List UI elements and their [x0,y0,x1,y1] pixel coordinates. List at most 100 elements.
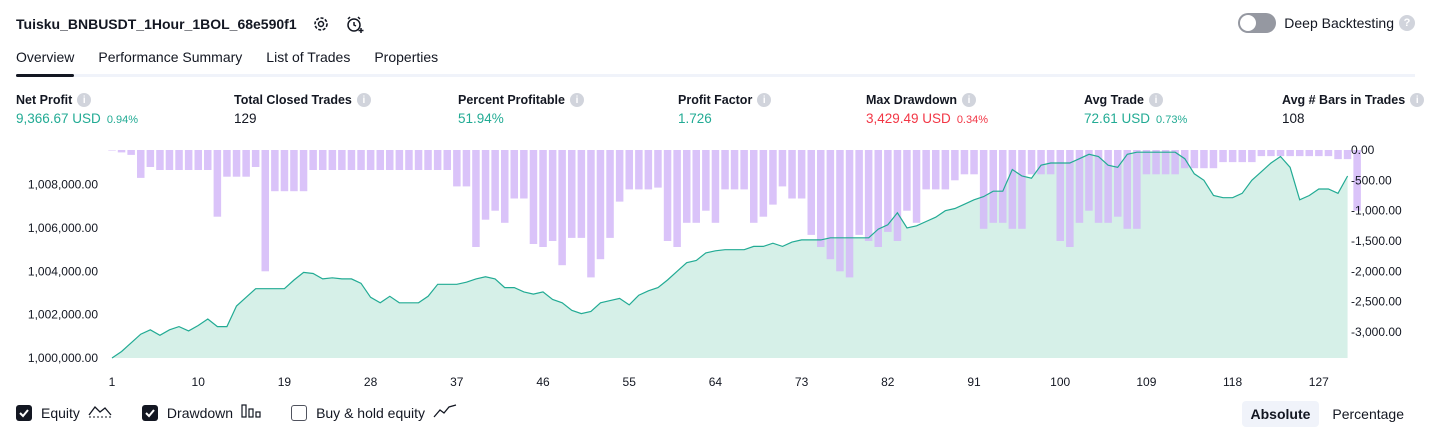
mode-absolute[interactable]: Absolute [1241,401,1320,427]
drawdown-bar [347,150,356,170]
metric-value: 3,429.49 USD [866,111,951,126]
x-tick-label: 19 [278,375,292,389]
drawdown-bar [156,150,164,170]
drawdown-bar [261,150,269,272]
drawdown-bar [893,150,902,241]
x-tick-label: 91 [967,375,981,389]
gear-icon[interactable] [311,14,331,34]
x-tick-label: 82 [881,375,895,389]
y-left-tick-label: 1,008,000.00 [28,178,98,192]
info-icon[interactable]: i [1148,93,1163,107]
drawdown-bar [453,150,461,187]
drawdown-bar [1334,150,1342,160]
drawdown-bar [1200,150,1208,169]
drawdown-bar [1133,150,1141,229]
legend-drawdown[interactable]: Drawdown [141,403,261,422]
drawdown-bar [529,150,538,244]
drawdown-bar [932,150,940,190]
drawdown-bar [280,150,289,192]
drawdown-bar [721,150,729,190]
drawdown-bar [328,150,337,170]
x-tick-label: 37 [450,375,464,389]
buy-hold-checkbox[interactable] [291,404,308,421]
y-right-tick-label: 0.00 [1351,143,1375,157]
drawdown-bar [395,150,404,170]
drawdown-bar [615,150,624,202]
metric-value: 51.94% [458,111,504,126]
drawdown-bar [999,150,1007,223]
drawdown-bar [970,150,978,175]
drawdown-bar [520,150,528,199]
drawdown-bar [1008,150,1017,229]
drawdown-bar [472,150,480,247]
metric-percent: 0.34% [956,114,989,126]
y-right-tick-label: -1,500.00 [1351,234,1402,248]
drawdown-bar [673,150,681,247]
x-tick-label: 46 [536,375,550,389]
deep-backtesting-toggle[interactable] [1238,13,1277,33]
tab-performance-summary[interactable]: Performance Summary [98,49,243,65]
drawdown-bar [137,150,145,178]
legend-label: Buy & hold equity [316,404,426,421]
drawdown-bar [338,150,346,170]
y-right-tick-label: -2,500.00 [1351,295,1402,309]
drawdown-bar [1296,150,1304,157]
drawdown-bar [386,150,394,170]
tab-properties[interactable]: Properties [374,49,439,65]
info-icon[interactable]: i [1410,93,1425,107]
drawdown-bar [1114,150,1122,217]
drawdown-bar [127,150,135,155]
legend-equity[interactable]: Equity [16,403,112,422]
x-tick-label: 109 [1136,375,1156,389]
equity-drawdown-chart[interactable]: 1,000,000.00 1,002,000.00 1,004,000.00 1,00… [0,140,1431,398]
drawdown-bar [108,150,116,151]
deep-backtesting-control: Deep Backtesting ? [1238,13,1415,33]
info-icon[interactable]: i [77,93,92,107]
drawdown-checkbox[interactable] [141,404,158,421]
info-icon[interactable]: i [962,93,976,107]
chart-legend: Equity Drawdown Buy & hold equity [16,403,487,422]
alarm-clock-plus-icon[interactable] [345,14,365,34]
info-icon[interactable]: i [757,93,772,107]
metric-avg-bars-in-trades: Avg # Bars in Trades i 108 [1282,93,1425,126]
metric-label: Avg Trade [1084,93,1144,107]
tab-bar: Overview Performance Summary List of Tra… [16,44,1415,77]
drawdown-bar [750,150,758,223]
metric-net-profit: Net Profit i 9,366.67 USD 0.94% [16,93,138,126]
tab-overview[interactable]: Overview [16,44,75,77]
question-icon[interactable]: ? [1399,15,1415,31]
metric-value: 108 [1282,111,1305,126]
y-right-tick-label: -500.00 [1351,173,1392,187]
drawdown-bar [635,150,643,190]
info-icon[interactable]: i [356,93,371,107]
mode-percentage[interactable]: Percentage [1332,406,1404,422]
legend-label: Drawdown [166,404,234,421]
metric-label: Percent Profitable [458,93,565,107]
drawdown-bar [836,150,844,272]
drawdown-bar [864,150,873,241]
drawdown-bar [146,150,155,167]
drawdown-bar [1286,150,1294,157]
drawdown-bar [1171,150,1179,175]
metric-label: Net Profit [16,93,73,107]
metric-label: Total Closed Trades [234,93,352,107]
y-left-tick-label: 1,004,000.00 [28,264,98,278]
drawdown-bar [366,150,375,170]
equity-checkbox[interactable] [16,404,32,421]
drawdown-bar [232,150,241,177]
metric-avg-trade: Avg Trade i 72.61 USD 0.73% [1084,93,1187,126]
drawdown-bar [1315,150,1323,157]
metric-value: 1.726 [678,111,712,126]
drawdown-bar [1075,150,1084,223]
drawdown-bars-icon [241,403,261,422]
drawdown-bar [922,150,930,190]
drawdown-bar [1056,150,1064,241]
drawdown-bar [299,150,308,192]
drawdown-bar [175,150,183,170]
drawdown-bar [1094,150,1103,223]
drawdown-bar [1018,150,1026,229]
drawdown-bar [1046,150,1055,175]
legend-buy-hold[interactable]: Buy & hold equity [291,403,457,422]
tab-list-of-trades[interactable]: List of Trades [266,49,351,65]
info-icon[interactable]: i [569,93,584,107]
